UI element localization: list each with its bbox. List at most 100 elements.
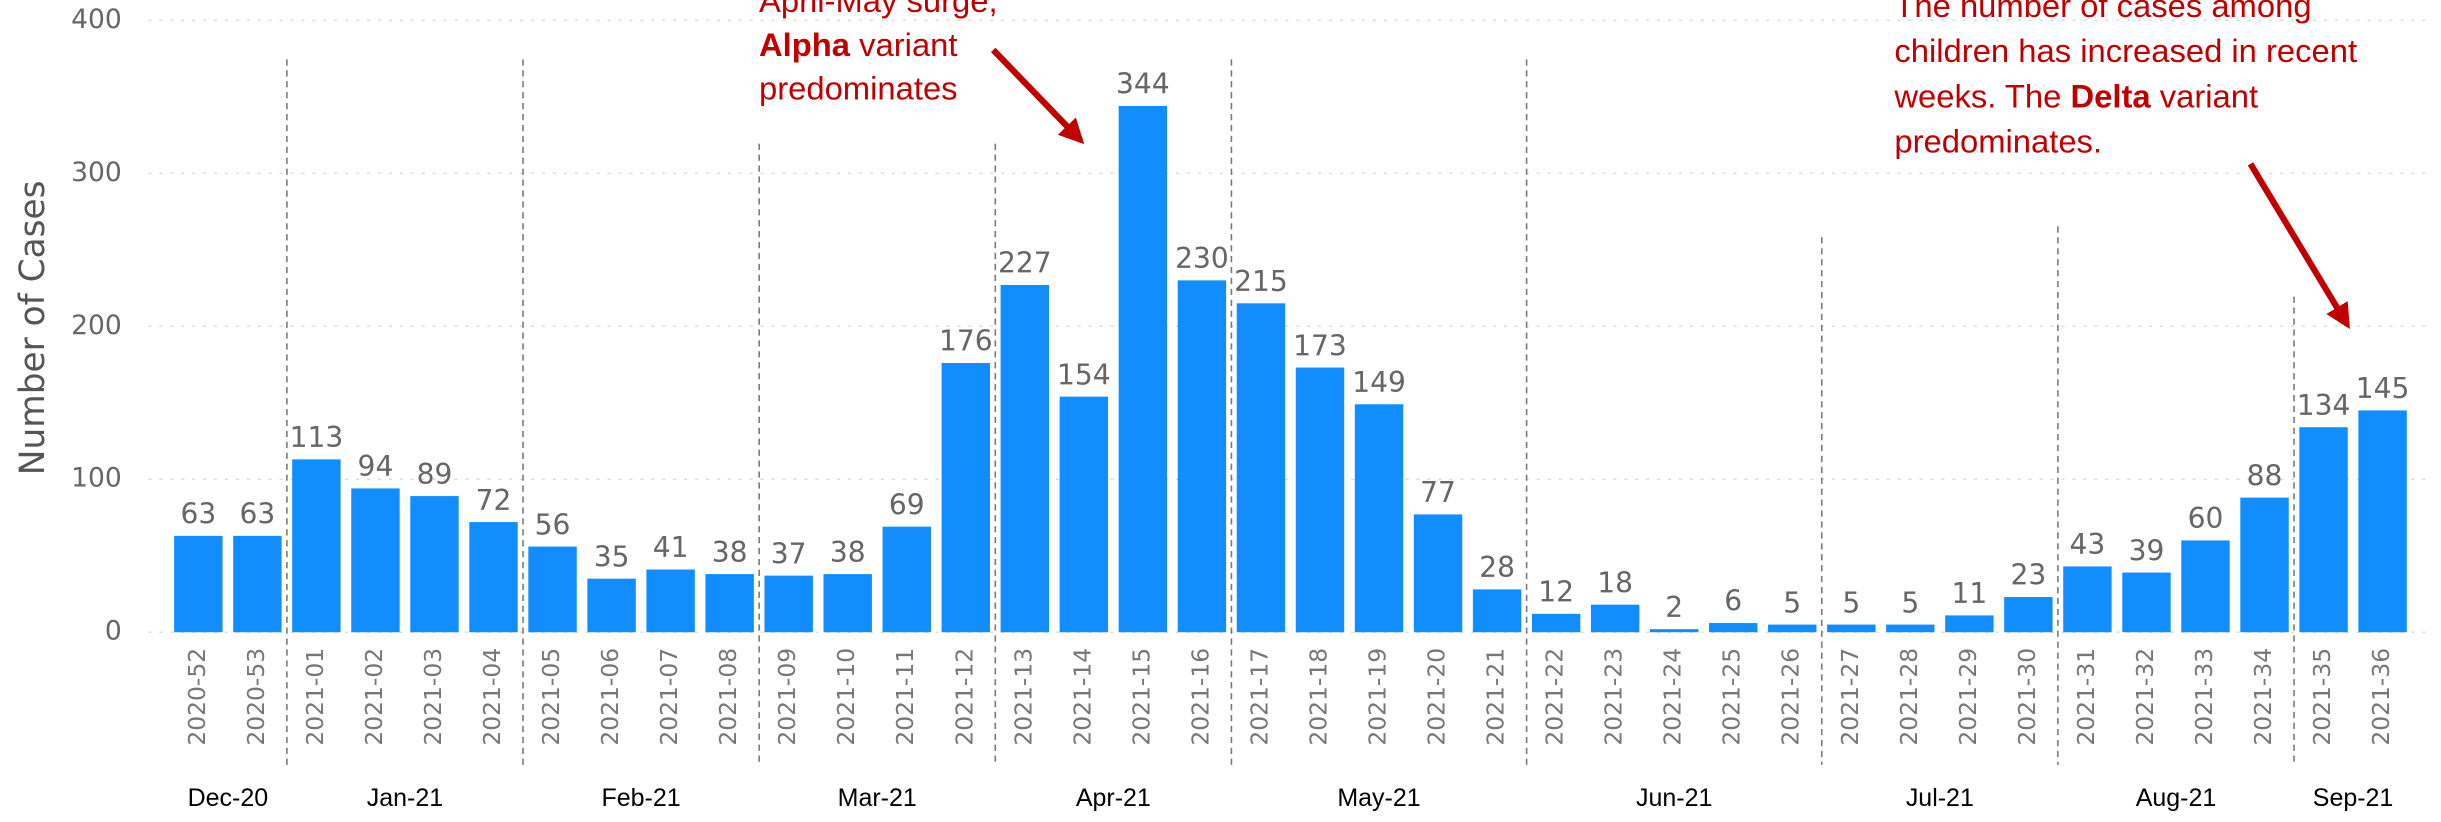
x-tick-label: 2021-11 — [891, 648, 919, 746]
x-tick-label: 2021-14 — [1068, 648, 1096, 746]
value-label: 28 — [1479, 551, 1515, 584]
y-axis-title: Number of Cases — [13, 180, 53, 475]
bar — [2004, 597, 2053, 633]
bar — [587, 578, 636, 633]
bar — [528, 546, 577, 633]
bar — [2299, 427, 2348, 633]
bar — [351, 488, 400, 633]
x-tick-label: 2021-22 — [1541, 648, 1569, 746]
bar — [1236, 303, 1286, 633]
annotation-text: children has increased in recent — [1894, 32, 2357, 69]
value-label: 173 — [1293, 329, 1347, 362]
month-label: May-21 — [1337, 784, 1420, 812]
annotation: The number of cases among — [1894, 0, 2311, 23]
bar — [1118, 105, 1168, 633]
bar — [1531, 613, 1581, 633]
value-label: 145 — [2356, 372, 2410, 405]
y-tick-label: 100 — [71, 463, 122, 494]
value-label: 72 — [476, 484, 512, 517]
y-tick-label: 200 — [71, 310, 122, 341]
bar — [174, 535, 223, 633]
x-tick-label: 2021-17 — [1245, 648, 1273, 746]
x-tick-label: 2021-34 — [2249, 648, 2277, 746]
bar — [1059, 396, 1109, 633]
x-tick-label: 2021-09 — [773, 648, 801, 746]
month-label: Jun-21 — [1636, 784, 1712, 812]
bar — [764, 575, 813, 633]
annotation: weeks. The Delta variant — [1893, 77, 2258, 114]
month-label: Aug-21 — [2136, 784, 2217, 812]
bar — [1768, 624, 1817, 633]
month-label: Feb-21 — [602, 784, 681, 812]
x-tick-label: 2021-12 — [950, 648, 978, 746]
value-label: 227 — [998, 247, 1052, 280]
x-tick-label: 2021-02 — [360, 648, 388, 746]
bar — [1354, 404, 1404, 633]
bar — [1413, 514, 1463, 633]
bar — [233, 535, 282, 633]
value-label: 149 — [1352, 366, 1406, 399]
value-label: 63 — [239, 498, 275, 531]
bar — [1472, 589, 1522, 633]
bar — [469, 522, 518, 633]
bar — [1886, 624, 1935, 633]
bar — [410, 496, 459, 633]
x-tick-label: 2021-21 — [1482, 648, 1510, 746]
bar — [1945, 615, 1994, 633]
value-label: 38 — [712, 536, 748, 569]
annotation-arrow — [991, 47, 1085, 145]
value-label: 23 — [2011, 559, 2047, 592]
annotation: April-May surge, — [759, 0, 998, 19]
bar — [705, 574, 754, 633]
x-tick-label: 2021-05 — [537, 648, 565, 746]
x-tick-label: 2021-01 — [301, 648, 329, 746]
value-label: 63 — [180, 498, 216, 531]
y-tick-label: 400 — [71, 4, 122, 35]
value-label: 2 — [1665, 591, 1683, 624]
x-tick-label: 2021-30 — [2013, 648, 2041, 746]
bar — [1295, 367, 1345, 633]
value-label: 43 — [2070, 528, 2106, 561]
value-label: 113 — [290, 421, 344, 454]
value-label: 5 — [1842, 586, 1860, 619]
y-tick-label: 0 — [105, 616, 122, 647]
month-label: Jan-21 — [367, 784, 443, 812]
x-tick-label: 2021-24 — [1659, 648, 1687, 746]
x-tick-label: 2020-53 — [242, 648, 270, 746]
value-label: 35 — [594, 540, 630, 573]
value-label: 5 — [1783, 586, 1801, 619]
bar — [941, 362, 990, 633]
value-label: 88 — [2247, 459, 2283, 492]
value-label: 5 — [1901, 586, 1919, 619]
value-label: 12 — [1538, 576, 1574, 609]
annotation-text: Alpha — [759, 25, 851, 62]
bar — [2122, 572, 2171, 633]
month-label: Jul-21 — [1906, 784, 1974, 812]
x-tick-label: 2021-36 — [2367, 648, 2395, 746]
x-tick-label: 2021-29 — [1954, 648, 1982, 746]
x-tick-label: 2021-26 — [1777, 648, 1805, 746]
y-tick-label: 300 — [71, 157, 122, 188]
value-label: 6 — [1724, 585, 1742, 618]
bar — [646, 569, 695, 633]
bar — [292, 459, 341, 633]
bar — [1709, 623, 1758, 633]
x-tick-label: 2021-31 — [2072, 648, 2100, 746]
month-label: Mar-21 — [838, 784, 917, 812]
bar — [823, 574, 872, 633]
bar — [1649, 629, 1699, 633]
annotation-text: The number of cases among — [1894, 0, 2311, 23]
value-label: 56 — [535, 508, 571, 541]
x-tick-label: 2021-19 — [1364, 648, 1392, 746]
annotation: children has increased in recent — [1894, 32, 2357, 69]
bar — [1590, 604, 1640, 633]
month-label: Sep-21 — [2313, 784, 2394, 812]
value-label: 60 — [2188, 502, 2224, 535]
value-label: 37 — [771, 537, 807, 570]
value-label: 230 — [1175, 242, 1229, 275]
value-label: 77 — [1420, 476, 1456, 509]
value-label: 89 — [417, 458, 453, 491]
month-label: Apr-21 — [1076, 784, 1151, 812]
x-tick-label: 2021-07 — [655, 648, 683, 746]
